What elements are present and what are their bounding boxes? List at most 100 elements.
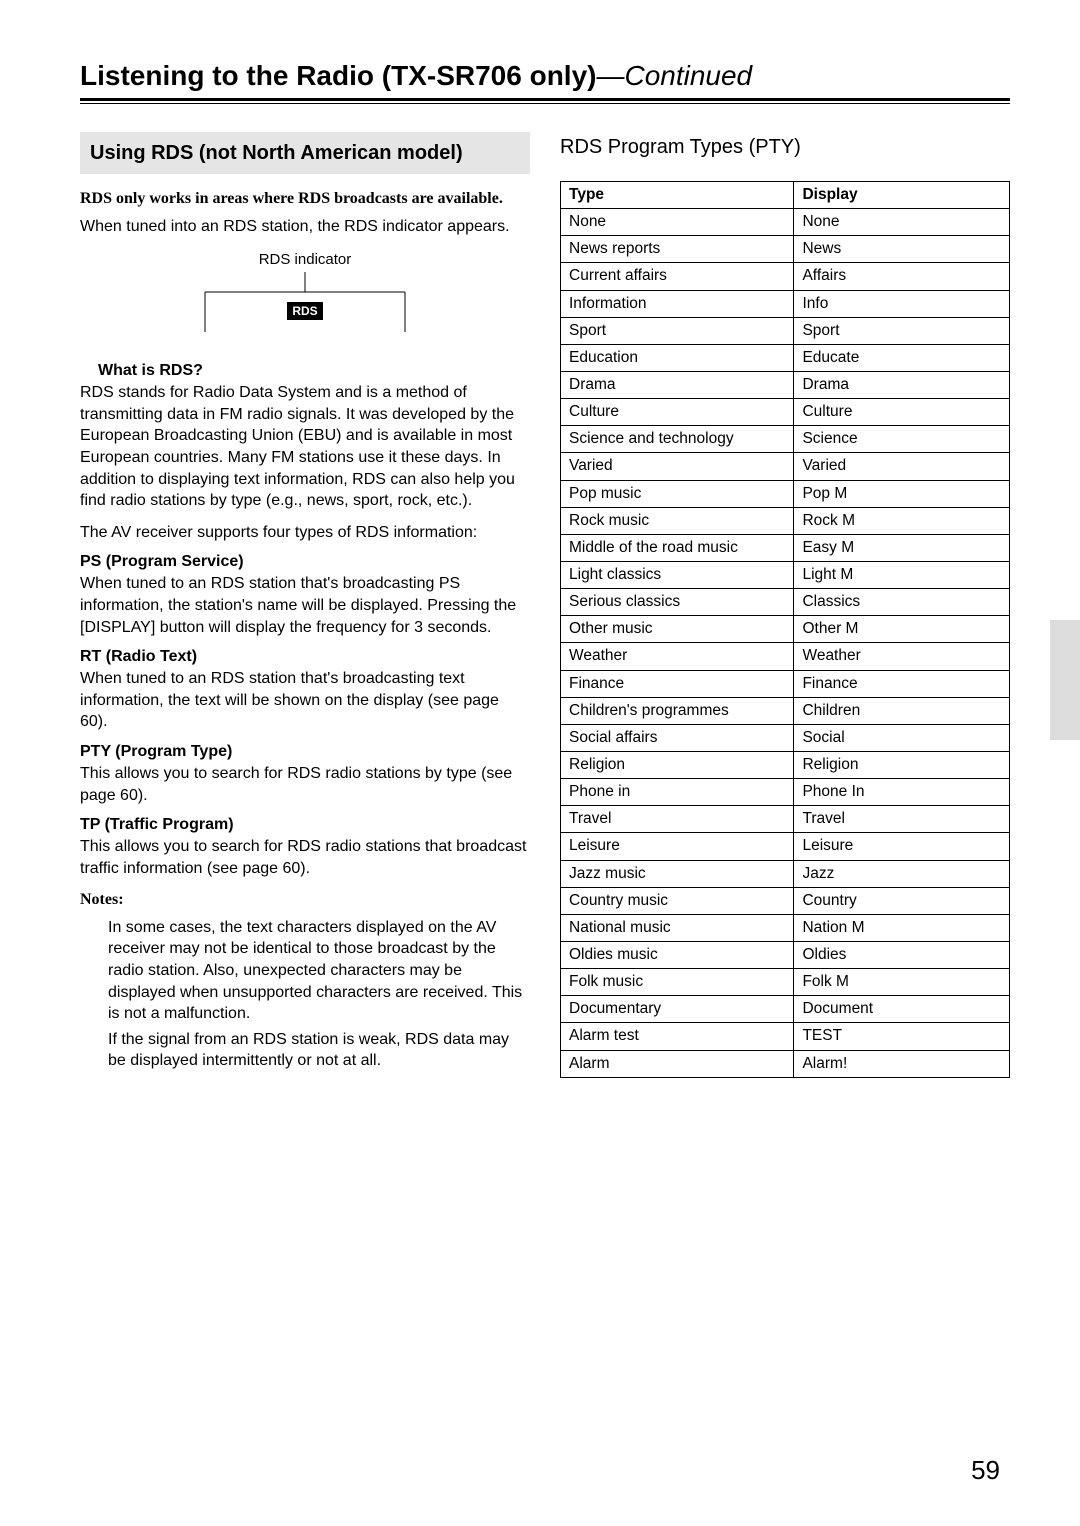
cell-display: Country bbox=[794, 887, 1010, 914]
col-type: Type bbox=[561, 182, 794, 209]
table-row: VariedVaried bbox=[561, 453, 1010, 480]
table-row: InformationInfo bbox=[561, 290, 1010, 317]
cell-type: Alarm bbox=[561, 1050, 794, 1077]
cell-display: None bbox=[794, 209, 1010, 236]
title-underline bbox=[80, 103, 1010, 104]
col-display: Display bbox=[794, 182, 1010, 209]
tp-heading: TP (Traffic Program) bbox=[80, 816, 530, 834]
cell-type: None bbox=[561, 209, 794, 236]
table-row: Phone inPhone In bbox=[561, 779, 1010, 806]
cell-type: Culture bbox=[561, 399, 794, 426]
cell-type: Jazz music bbox=[561, 860, 794, 887]
cell-type: Science and technology bbox=[561, 426, 794, 453]
cell-type: Serious classics bbox=[561, 589, 794, 616]
cell-display: Easy M bbox=[794, 534, 1010, 561]
cell-display: Educate bbox=[794, 344, 1010, 371]
table-row: Children's programmesChildren bbox=[561, 697, 1010, 724]
table-header-row: Type Display bbox=[561, 182, 1010, 209]
columns: Using RDS (not North American model) RDS… bbox=[80, 132, 1010, 1078]
table-row: Current affairsAffairs bbox=[561, 263, 1010, 290]
cell-type: Drama bbox=[561, 371, 794, 398]
pty-table: Type Display NoneNoneNews reportsNewsCur… bbox=[560, 181, 1010, 1078]
cell-display: Folk M bbox=[794, 969, 1010, 996]
rt-heading: RT (Radio Text) bbox=[80, 648, 530, 666]
cell-type: Middle of the road music bbox=[561, 534, 794, 561]
cell-display: Leisure bbox=[794, 833, 1010, 860]
cell-type: Education bbox=[561, 344, 794, 371]
table-row: Country musicCountry bbox=[561, 887, 1010, 914]
supports-text: The AV receiver supports four types of R… bbox=[80, 522, 530, 544]
page-content: Listening to the Radio (TX-SR706 only)—C… bbox=[0, 0, 1080, 1118]
cell-display: Weather bbox=[794, 643, 1010, 670]
cell-type: Information bbox=[561, 290, 794, 317]
cell-display: Light M bbox=[794, 561, 1010, 588]
left-column: Using RDS (not North American model) RDS… bbox=[80, 132, 530, 1078]
page-title: Listening to the Radio (TX-SR706 only)—C… bbox=[80, 60, 1010, 101]
rds-indicator-svg: RDS bbox=[195, 272, 415, 342]
cell-type: Leisure bbox=[561, 833, 794, 860]
cell-display: TEST bbox=[794, 1023, 1010, 1050]
table-row: Alarm testTEST bbox=[561, 1023, 1010, 1050]
side-tab bbox=[1050, 620, 1080, 740]
cell-display: Other M bbox=[794, 616, 1010, 643]
cell-display: Culture bbox=[794, 399, 1010, 426]
what-is-heading: What is RDS? bbox=[98, 362, 530, 380]
notes-list: In some cases, the text characters displ… bbox=[108, 917, 530, 1072]
page-number: 59 bbox=[971, 1455, 1000, 1486]
table-row: Jazz musicJazz bbox=[561, 860, 1010, 887]
rds-badge-text: RDS bbox=[292, 304, 317, 318]
table-row: NoneNone bbox=[561, 209, 1010, 236]
cell-display: Rock M bbox=[794, 507, 1010, 534]
cell-display: Children bbox=[794, 697, 1010, 724]
cell-display: Nation M bbox=[794, 914, 1010, 941]
cell-type: Religion bbox=[561, 751, 794, 778]
note-item: If the signal from an RDS station is wea… bbox=[108, 1029, 530, 1072]
table-row: WeatherWeather bbox=[561, 643, 1010, 670]
table-row: AlarmAlarm! bbox=[561, 1050, 1010, 1077]
table-row: Light classicsLight M bbox=[561, 561, 1010, 588]
table-row: CultureCulture bbox=[561, 399, 1010, 426]
cell-type: Weather bbox=[561, 643, 794, 670]
pty-heading: PTY (Program Type) bbox=[80, 743, 530, 761]
table-row: DocumentaryDocument bbox=[561, 996, 1010, 1023]
note-item: In some cases, the text characters displ… bbox=[108, 917, 530, 1025]
cell-type: Varied bbox=[561, 453, 794, 480]
cell-display: Classics bbox=[794, 589, 1010, 616]
table-row: FinanceFinance bbox=[561, 670, 1010, 697]
cell-display: Religion bbox=[794, 751, 1010, 778]
cell-display: Affairs bbox=[794, 263, 1010, 290]
table-row: EducationEducate bbox=[561, 344, 1010, 371]
cell-display: Pop M bbox=[794, 480, 1010, 507]
cell-type: Sport bbox=[561, 317, 794, 344]
cell-type: Documentary bbox=[561, 996, 794, 1023]
cell-type: News reports bbox=[561, 236, 794, 263]
cell-type: Finance bbox=[561, 670, 794, 697]
what-is-body: RDS stands for Radio Data System and is … bbox=[80, 382, 530, 512]
cell-display: Oldies bbox=[794, 941, 1010, 968]
table-row: Folk musicFolk M bbox=[561, 969, 1010, 996]
table-row: DramaDrama bbox=[561, 371, 1010, 398]
tp-body: This allows you to search for RDS radio … bbox=[80, 836, 530, 879]
pty-body: This allows you to search for RDS radio … bbox=[80, 763, 530, 806]
section-heading: Using RDS (not North American model) bbox=[80, 132, 530, 174]
rds-indicator-label: RDS indicator bbox=[80, 251, 530, 268]
title-continued: —Continued bbox=[596, 60, 752, 91]
cell-type: Rock music bbox=[561, 507, 794, 534]
cell-display: Travel bbox=[794, 806, 1010, 833]
pty-table-heading: RDS Program Types (PTY) bbox=[560, 136, 1010, 159]
table-row: Oldies musicOldies bbox=[561, 941, 1010, 968]
table-row: Middle of the road musicEasy M bbox=[561, 534, 1010, 561]
cell-type: Light classics bbox=[561, 561, 794, 588]
cell-display: Document bbox=[794, 996, 1010, 1023]
cell-display: Drama bbox=[794, 371, 1010, 398]
cell-type: Social affairs bbox=[561, 724, 794, 751]
table-row: Science and technologyScience bbox=[561, 426, 1010, 453]
cell-type: Travel bbox=[561, 806, 794, 833]
cell-display: News bbox=[794, 236, 1010, 263]
cell-display: Info bbox=[794, 290, 1010, 317]
table-row: Pop musicPop M bbox=[561, 480, 1010, 507]
cell-type: Phone in bbox=[561, 779, 794, 806]
cell-type: Other music bbox=[561, 616, 794, 643]
cell-type: Current affairs bbox=[561, 263, 794, 290]
table-row: LeisureLeisure bbox=[561, 833, 1010, 860]
